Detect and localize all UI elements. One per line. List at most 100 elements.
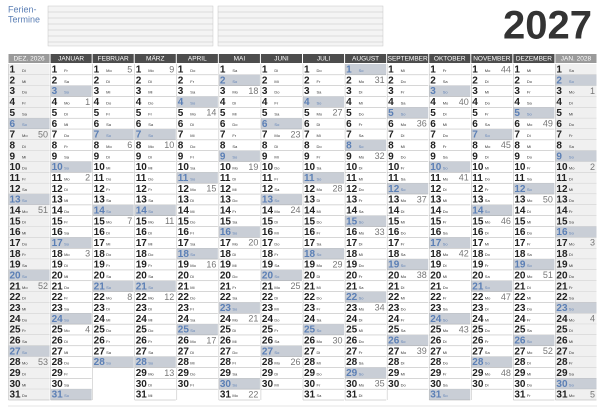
weekday: Di <box>274 144 278 149</box>
day-number: 17 <box>262 238 274 249</box>
day-number: 1 <box>94 65 100 76</box>
weekday: Di <box>485 155 489 160</box>
weekday: Do <box>190 371 196 376</box>
weekday: Mo <box>443 176 449 181</box>
day-number: 14 <box>346 205 358 216</box>
day-number: 30 <box>220 379 232 390</box>
weekday: Fr <box>527 241 531 246</box>
weekday: Fr <box>359 274 363 279</box>
month-name: DEZ. 2026 <box>13 56 44 63</box>
day-number: 21 <box>556 281 568 292</box>
weekday: Mo <box>569 166 575 171</box>
weekday: Mi <box>274 231 278 236</box>
day-number: 28 <box>220 357 232 368</box>
day-number: 28 <box>262 357 274 368</box>
weekday: Do <box>443 285 449 290</box>
month-header <box>260 54 302 63</box>
day-number: 16 <box>10 227 22 238</box>
outside-band <box>555 280 597 292</box>
weekday: Sa <box>569 68 575 73</box>
month-header <box>429 54 471 63</box>
weekday: Mi <box>527 144 531 149</box>
day-number: 8 <box>136 140 142 151</box>
weekday: Mi <box>274 382 278 387</box>
weekday: Mo <box>317 187 323 192</box>
weekday: Fr <box>190 306 194 311</box>
day-number: 26 <box>220 336 232 347</box>
weekday: Mi <box>317 209 321 214</box>
day-number: 5 <box>514 108 520 119</box>
day-number: 23 <box>220 303 232 314</box>
month-name: JUNI <box>274 56 289 63</box>
day-number: 26 <box>178 336 190 347</box>
sunday-band <box>8 194 50 205</box>
outside-band <box>555 194 597 205</box>
weekday: Mi <box>401 371 405 376</box>
weekday: Fr <box>190 155 194 160</box>
day-number: 14 <box>94 205 106 216</box>
day-number: 13 <box>514 195 526 206</box>
week-number: 28 <box>333 184 343 194</box>
weekday: Mo <box>148 68 154 73</box>
day-number: 4 <box>10 97 16 108</box>
day-number: 1 <box>472 65 478 76</box>
week-number: 31 <box>375 75 385 85</box>
weekday: Mi <box>106 317 110 322</box>
weekday: Do <box>232 350 238 355</box>
weekday: Mo <box>190 187 196 192</box>
weekday: Do <box>317 144 323 149</box>
weekday: Sa <box>232 371 238 376</box>
day-number: 20 <box>136 270 148 281</box>
weekday: Fr <box>274 100 278 105</box>
day-number: 3 <box>304 86 310 97</box>
day-number: 26 <box>430 336 442 347</box>
day-number: 12 <box>472 184 484 195</box>
weekday: Mo <box>527 122 533 127</box>
weekday: Do <box>274 317 280 322</box>
week-number: 22 <box>248 389 258 399</box>
weekday: Sa <box>569 144 575 149</box>
day-number: 21 <box>94 281 106 292</box>
weekday: Di <box>401 361 405 366</box>
day-number: 2 <box>472 75 478 86</box>
day-number: 11 <box>94 173 105 184</box>
day-number: 18 <box>220 249 232 260</box>
weekday: So <box>569 79 575 84</box>
day-number: 11 <box>52 173 63 184</box>
day-number: 25 <box>514 325 526 336</box>
day-number: 5 <box>10 108 16 119</box>
weekday: So <box>22 274 28 279</box>
weekday: Do <box>106 252 112 257</box>
weekday: Do <box>106 176 112 181</box>
day-number: 26 <box>94 336 106 347</box>
weekday: Mo <box>569 241 575 246</box>
day-number: 27 <box>136 346 148 357</box>
day-number: 15 <box>220 216 232 227</box>
weekday: Do <box>148 328 154 333</box>
weekday: Fr <box>359 122 363 127</box>
weekday: Sa <box>106 122 112 127</box>
day-number: 23 <box>136 303 148 314</box>
month-name: OKTOBER <box>434 56 466 63</box>
day-number: 25 <box>178 325 190 336</box>
outside-band <box>8 96 50 108</box>
weekday: Mi <box>232 111 236 116</box>
day-number: 27 <box>10 346 22 357</box>
month-header <box>345 54 387 63</box>
weekday: So <box>569 155 575 160</box>
day-number: 22 <box>472 292 484 303</box>
weekday: Mo <box>274 133 280 138</box>
day-number: 27 <box>430 346 442 357</box>
day-number: 25 <box>52 325 64 336</box>
outside-band <box>8 215 50 227</box>
weekday: Mi <box>232 339 236 344</box>
day-number: 3 <box>262 86 268 97</box>
day-number: 2 <box>262 75 268 86</box>
weekday: Do <box>443 209 449 214</box>
outside-band <box>8 291 50 303</box>
day-number: 10 <box>52 162 64 173</box>
day-number: 5 <box>94 108 100 119</box>
day-number: 9 <box>94 151 100 162</box>
weekday: Mo <box>148 371 154 376</box>
weekday: Di <box>443 187 447 192</box>
